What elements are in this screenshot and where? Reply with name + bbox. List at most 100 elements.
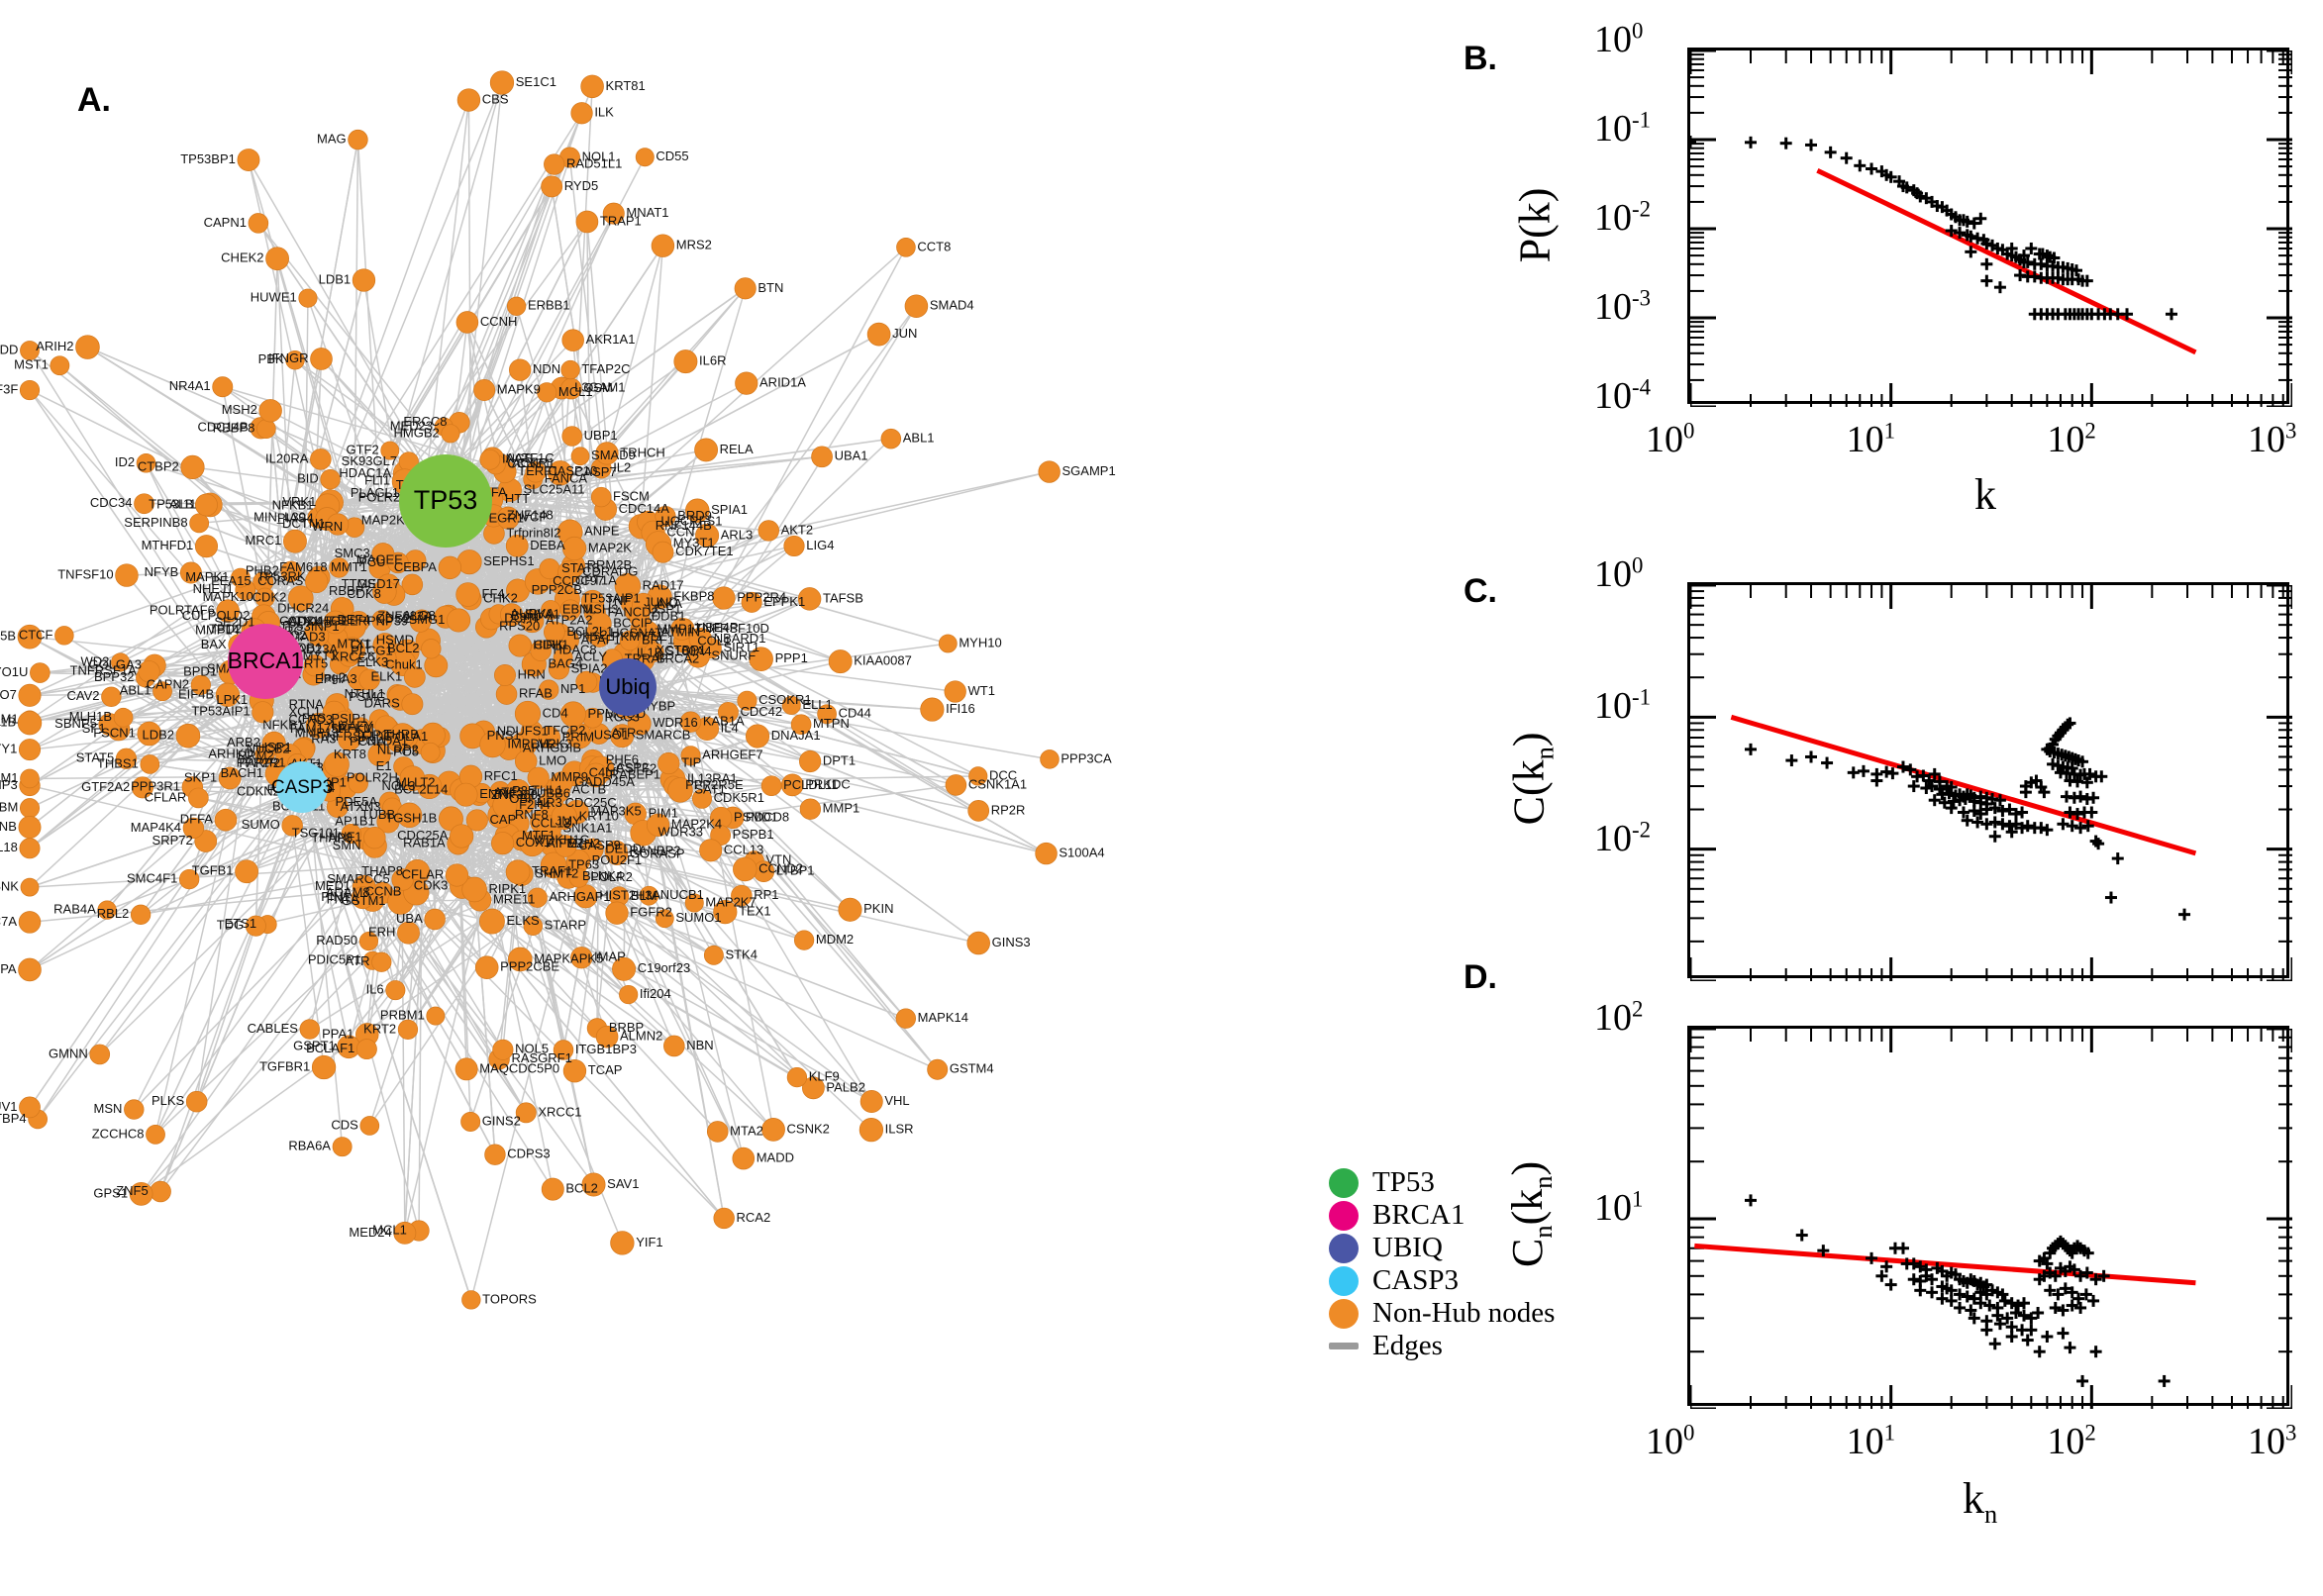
network-node[interactable] bbox=[741, 591, 762, 613]
network-node[interactable] bbox=[18, 816, 42, 840]
network-node[interactable] bbox=[554, 835, 577, 857]
network-node[interactable] bbox=[254, 744, 275, 764]
network-node[interactable] bbox=[559, 701, 586, 728]
network-node[interactable] bbox=[424, 908, 446, 931]
network-node[interactable] bbox=[570, 447, 590, 466]
network-node[interactable] bbox=[684, 893, 704, 913]
network-node[interactable] bbox=[811, 446, 833, 468]
network-node[interactable] bbox=[182, 817, 205, 840]
network-node[interactable] bbox=[175, 723, 201, 748]
network-node[interactable] bbox=[858, 1118, 884, 1143]
network-node[interactable] bbox=[817, 704, 837, 725]
network-node[interactable] bbox=[515, 1102, 537, 1124]
network-node[interactable] bbox=[644, 642, 664, 662]
network-node[interactable] bbox=[538, 726, 560, 748]
network-node[interactable] bbox=[646, 813, 670, 837]
network-node[interactable] bbox=[580, 74, 604, 99]
network-node[interactable] bbox=[441, 424, 460, 444]
network-node[interactable] bbox=[320, 469, 341, 490]
network-node[interactable] bbox=[945, 774, 967, 796]
network-node[interactable] bbox=[351, 886, 374, 910]
network-node[interactable] bbox=[713, 900, 738, 925]
network-node[interactable] bbox=[540, 851, 567, 879]
network-node[interactable] bbox=[680, 746, 701, 766]
network-node[interactable] bbox=[358, 932, 379, 951]
network-node[interactable] bbox=[216, 599, 240, 623]
network-node[interactable] bbox=[187, 787, 209, 809]
network-node[interactable] bbox=[265, 247, 289, 271]
network-node[interactable] bbox=[938, 634, 958, 653]
network-node[interactable] bbox=[20, 341, 40, 360]
network-node[interactable] bbox=[450, 824, 474, 848]
network-node[interactable] bbox=[639, 885, 659, 906]
network-node[interactable] bbox=[371, 610, 393, 632]
network-node[interactable] bbox=[553, 1040, 574, 1060]
network-node[interactable] bbox=[489, 70, 515, 95]
network-node[interactable] bbox=[802, 1076, 825, 1100]
network-node[interactable] bbox=[245, 915, 266, 937]
network-node[interactable] bbox=[129, 1181, 153, 1206]
network-node[interactable] bbox=[539, 679, 559, 700]
network-node[interactable] bbox=[215, 682, 241, 707]
network-node[interactable] bbox=[30, 662, 50, 683]
network-node[interactable] bbox=[500, 603, 524, 627]
network-node[interactable] bbox=[212, 376, 234, 398]
network-node[interactable] bbox=[371, 543, 395, 566]
network-node[interactable] bbox=[194, 535, 219, 558]
network-node[interactable] bbox=[218, 766, 242, 790]
network-node[interactable] bbox=[758, 520, 779, 542]
network-node[interactable] bbox=[479, 449, 501, 470]
network-node[interactable] bbox=[610, 1231, 635, 1255]
network-node[interactable] bbox=[403, 665, 426, 688]
network-node[interactable] bbox=[1035, 842, 1058, 865]
network-node[interactable] bbox=[134, 493, 154, 515]
network-node[interactable] bbox=[101, 686, 122, 707]
network-node[interactable] bbox=[339, 637, 366, 663]
network-node[interactable] bbox=[610, 724, 635, 748]
network-node[interactable] bbox=[514, 749, 538, 773]
network-node[interactable] bbox=[560, 359, 580, 380]
network-node[interactable] bbox=[553, 648, 573, 668]
network-node[interactable] bbox=[152, 681, 172, 702]
network-node[interactable] bbox=[280, 560, 302, 582]
network-node[interactable] bbox=[550, 771, 573, 794]
network-node[interactable] bbox=[537, 382, 557, 403]
network-node[interactable] bbox=[136, 453, 156, 473]
network-node[interactable] bbox=[688, 627, 713, 651]
network-node[interactable] bbox=[409, 611, 432, 633]
network-node[interactable] bbox=[281, 815, 303, 837]
network-node[interactable] bbox=[595, 442, 619, 465]
network-node[interactable] bbox=[195, 493, 218, 517]
network-node[interactable] bbox=[699, 839, 723, 862]
network-node[interactable] bbox=[137, 721, 162, 747]
hub-node-tp53[interactable]: TP53 bbox=[399, 454, 492, 548]
network-node[interactable] bbox=[790, 714, 812, 735]
network-node[interactable] bbox=[505, 859, 531, 885]
network-node[interactable] bbox=[506, 296, 527, 316]
network-node[interactable] bbox=[326, 513, 350, 536]
network-node[interactable] bbox=[718, 701, 739, 723]
network-node[interactable] bbox=[305, 569, 329, 594]
network-node[interactable] bbox=[146, 1125, 165, 1145]
network-node[interactable] bbox=[185, 1090, 208, 1113]
network-node[interactable] bbox=[113, 707, 134, 728]
network-node[interactable] bbox=[737, 690, 758, 711]
network-node[interactable] bbox=[896, 238, 916, 257]
network-node[interactable] bbox=[527, 887, 548, 908]
network-node[interactable] bbox=[508, 634, 532, 657]
network-node[interactable] bbox=[150, 1180, 171, 1203]
network-node[interactable] bbox=[570, 947, 593, 969]
network-node[interactable] bbox=[367, 743, 391, 767]
network-node[interactable] bbox=[507, 947, 533, 972]
network-node[interactable] bbox=[920, 697, 945, 722]
network-node[interactable] bbox=[828, 649, 853, 674]
network-node[interactable] bbox=[509, 358, 532, 381]
network-node[interactable] bbox=[252, 701, 274, 724]
network-node[interactable] bbox=[401, 573, 424, 596]
network-node[interactable] bbox=[629, 606, 651, 628]
network-node[interactable] bbox=[562, 536, 587, 561]
network-node[interactable] bbox=[359, 1116, 380, 1136]
network-node[interactable] bbox=[589, 626, 611, 648]
network-node[interactable] bbox=[733, 856, 758, 882]
network-node[interactable] bbox=[421, 639, 442, 659]
